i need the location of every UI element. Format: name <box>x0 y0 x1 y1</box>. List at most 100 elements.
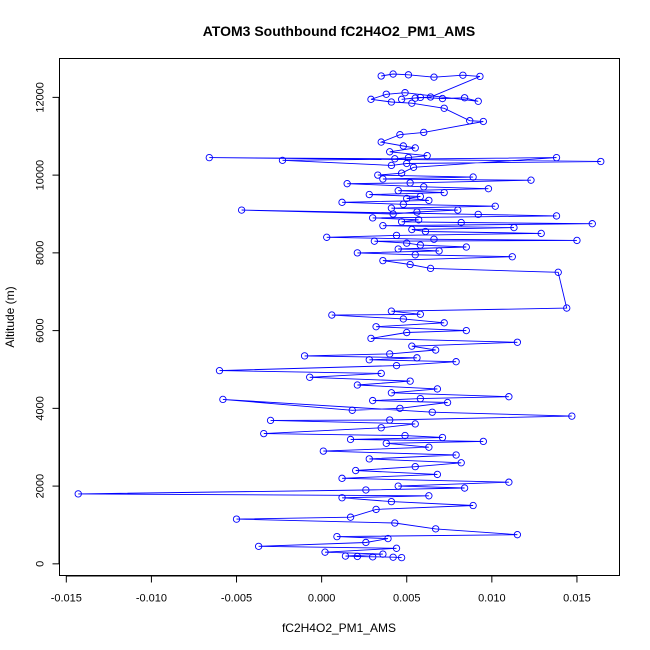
data-point <box>387 497 396 506</box>
data-point <box>466 117 474 125</box>
data-point <box>505 478 513 486</box>
data-point <box>362 486 370 494</box>
data-point <box>386 148 394 156</box>
y-tick-label: 4000 <box>35 396 47 420</box>
data-point <box>386 350 394 358</box>
data-point <box>352 466 360 475</box>
data-point <box>462 243 470 251</box>
data-point <box>438 94 447 103</box>
data-point <box>399 142 407 150</box>
data-point <box>474 97 482 105</box>
data-point <box>382 439 390 447</box>
data-point <box>443 398 452 407</box>
data-point <box>237 206 246 214</box>
data-point <box>416 93 425 102</box>
data-point <box>411 463 419 471</box>
data-point <box>328 311 336 319</box>
chart-title: ATOM3 Southbound fC2H4O2_PM1_AMS <box>203 23 476 39</box>
data-point <box>552 212 561 220</box>
data-point <box>399 200 407 208</box>
data-point <box>508 253 516 261</box>
data-point <box>403 194 411 203</box>
y-tick-label: 6000 <box>35 318 47 342</box>
data-point <box>392 361 401 370</box>
data-point <box>394 187 402 195</box>
data-point <box>460 94 469 102</box>
data-point <box>386 416 394 424</box>
data-point <box>372 323 380 331</box>
data-point <box>369 553 377 561</box>
data-point <box>420 183 428 191</box>
x-tick-label: 0.015 <box>563 593 591 605</box>
data-point <box>387 389 396 397</box>
data-point <box>527 176 535 184</box>
data-point <box>452 451 460 459</box>
data-point <box>513 338 522 346</box>
data-point <box>321 548 329 556</box>
data-point <box>423 152 431 160</box>
data-point <box>394 482 402 490</box>
data-point <box>74 490 82 498</box>
data-point <box>389 553 397 561</box>
data-point <box>387 98 396 106</box>
data-point <box>205 153 213 162</box>
data-point <box>563 304 571 312</box>
data-point <box>392 544 401 552</box>
data-point <box>573 236 581 245</box>
data-point <box>338 474 346 482</box>
data-point <box>411 94 419 102</box>
data-point <box>401 89 409 97</box>
data-point <box>319 447 327 455</box>
data-point <box>387 161 396 170</box>
data-point <box>300 352 309 360</box>
data-point <box>219 395 227 404</box>
data-point <box>403 159 411 168</box>
data-point <box>462 326 470 335</box>
data-point <box>433 385 442 393</box>
data-point <box>377 138 385 146</box>
data-point <box>397 553 406 562</box>
data-layer <box>74 70 605 562</box>
data-point <box>454 206 462 214</box>
data-point <box>278 156 287 164</box>
data-point <box>414 216 423 224</box>
data-point <box>505 393 513 401</box>
x-tick-label: 0.010 <box>478 593 506 605</box>
data-point <box>372 505 380 514</box>
data-point <box>452 358 460 366</box>
data-point <box>459 71 467 79</box>
data-point <box>479 117 487 126</box>
data-point <box>406 260 414 269</box>
x-tick-label: -0.010 <box>136 593 167 605</box>
data-point <box>346 513 355 521</box>
y-axis-label: Altitude (m) <box>3 286 17 347</box>
data-point <box>440 104 448 112</box>
data-point <box>377 424 385 432</box>
data-point <box>367 334 375 343</box>
data-point <box>254 542 263 550</box>
data-point <box>215 366 224 375</box>
data-point <box>409 163 418 171</box>
data-point <box>394 245 402 253</box>
data-point <box>232 515 241 523</box>
data-point <box>425 443 433 451</box>
data-point <box>392 231 401 240</box>
data-point <box>401 431 409 440</box>
data-point <box>411 144 419 152</box>
data-point <box>420 128 428 137</box>
data-point <box>399 315 407 323</box>
data-point <box>369 214 377 222</box>
data-point <box>432 346 440 354</box>
x-tick-label: -0.005 <box>221 593 252 605</box>
data-point <box>341 552 350 560</box>
data-point <box>432 525 440 533</box>
data-point <box>413 354 421 362</box>
data-point <box>389 70 397 78</box>
data-point <box>426 93 435 101</box>
data-point <box>426 264 435 273</box>
data-point <box>597 157 605 166</box>
data-point <box>403 328 411 337</box>
data-point <box>260 429 268 438</box>
data-point <box>403 239 411 247</box>
